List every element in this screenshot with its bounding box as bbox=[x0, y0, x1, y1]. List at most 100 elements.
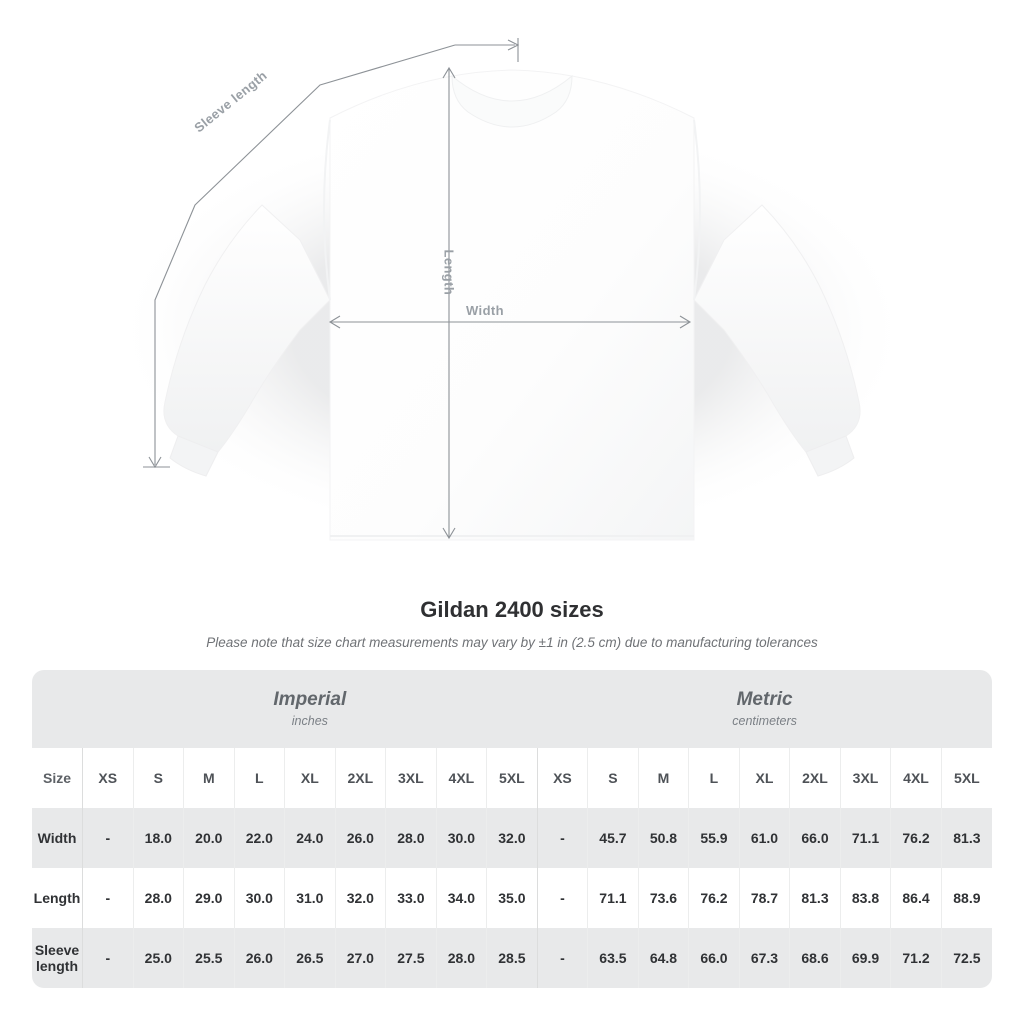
cell-width-metric-5xl: 81.3 bbox=[940, 808, 992, 868]
cell-sleeve-length-metric-3xl: 69.9 bbox=[839, 928, 891, 988]
title-block: Gildan 2400 sizes Please note that size … bbox=[0, 596, 1024, 651]
cell-length-imperial-3xl: 33.0 bbox=[385, 868, 437, 928]
size-header-cell-metric-xs: XS bbox=[536, 748, 588, 808]
cell-length-imperial-s: 28.0 bbox=[132, 868, 184, 928]
cell-sleeve-length-imperial-3xl: 27.5 bbox=[385, 928, 437, 988]
collar bbox=[451, 74, 573, 128]
cell-sleeve-length-imperial-4xl: 28.0 bbox=[435, 928, 487, 988]
unit-measure-name: inches bbox=[291, 714, 328, 728]
cell-sleeve-length-metric-xs: - bbox=[536, 928, 588, 988]
size-header-cell-metric-s: S bbox=[587, 748, 639, 808]
cell-length-imperial-4xl: 34.0 bbox=[435, 868, 487, 928]
cell-width-imperial-5xl: 32.0 bbox=[486, 808, 538, 868]
length-arrow-bottom bbox=[442, 527, 456, 540]
cell-width-imperial-4xl: 30.0 bbox=[435, 808, 487, 868]
cell-length-metric-m: 73.6 bbox=[637, 868, 689, 928]
size-header-cell-imperial-l: L bbox=[233, 748, 285, 808]
cell-width-metric-m: 50.8 bbox=[637, 808, 689, 868]
size-header-cell-metric-4xl: 4XL bbox=[890, 748, 942, 808]
right-shoulder-seam bbox=[693, 119, 701, 301]
cell-sleeve-length-imperial-s: 25.0 bbox=[132, 928, 184, 988]
cell-width-imperial-m: 20.0 bbox=[183, 808, 235, 868]
cell-sleeve-length-metric-s: 63.5 bbox=[587, 928, 639, 988]
size-chart-table: Imperial inches Metric centimeters Size XS S M L… bbox=[32, 670, 992, 988]
unit-header-metric: Metric centimeters bbox=[537, 670, 992, 748]
cell-sleeve-length-metric-2xl: 68.6 bbox=[789, 928, 841, 988]
unit-header-imperial: Imperial inches bbox=[82, 670, 538, 748]
cell-length-metric-l: 76.2 bbox=[688, 868, 740, 928]
cell-length-metric-4xl: 86.4 bbox=[890, 868, 942, 928]
size-header-cell-imperial-xs: XS bbox=[82, 748, 134, 808]
cell-length-metric-xs: - bbox=[536, 868, 588, 928]
size-chart-table-wrapper: Imperial inches Metric centimeters Size XS S M L… bbox=[32, 670, 992, 988]
size-header-row: Size XS S M L XL 2XL 3XL 4XL 5XL XS S M L XL 2XL 3XL 4XL 5… bbox=[32, 748, 992, 808]
measurement-label-width: Width bbox=[32, 808, 83, 868]
cell-length-imperial-xl: 31.0 bbox=[284, 868, 336, 928]
cell-width-imperial-3xl: 28.0 bbox=[385, 808, 437, 868]
size-header-cell-imperial-3xl: 3XL bbox=[385, 748, 437, 808]
left-sleeve bbox=[163, 204, 331, 453]
tolerance-note: Please note that size chart measurements… bbox=[206, 635, 818, 650]
cell-width-metric-s: 45.7 bbox=[587, 808, 639, 868]
cell-sleeve-length-metric-xl: 67.3 bbox=[738, 928, 790, 988]
unit-header-corner bbox=[32, 670, 83, 748]
table-row: Width -18.0 20.0 22.0 24.0 26.0 28.0 30.0 32.0-4… bbox=[32, 808, 992, 868]
cell-sleeve-length-imperial-m: 25.5 bbox=[183, 928, 235, 988]
left-cuff bbox=[169, 435, 219, 477]
cell-length-imperial-m: 29.0 bbox=[183, 868, 235, 928]
sleeve-length-guide bbox=[154, 44, 515, 465]
cell-length-metric-5xl: 88.9 bbox=[940, 868, 992, 928]
size-header-cell-imperial-4xl: 4XL bbox=[435, 748, 487, 808]
cell-length-metric-2xl: 81.3 bbox=[789, 868, 841, 928]
unit-system-name: Imperial bbox=[273, 689, 347, 710]
cell-sleeve-length-imperial-xs: - bbox=[82, 928, 134, 988]
garment-illustration bbox=[112, 38, 912, 545]
size-header-cell-imperial-2xl: 2XL bbox=[334, 748, 386, 808]
cell-length-metric-3xl: 83.8 bbox=[839, 868, 891, 928]
size-header-cell-metric-5xl: 5XL bbox=[940, 748, 992, 808]
cell-sleeve-length-imperial-2xl: 27.0 bbox=[334, 928, 386, 988]
size-header-cell-imperial-xl: XL bbox=[284, 748, 336, 808]
cell-sleeve-length-metric-m: 64.8 bbox=[637, 928, 689, 988]
unit-system-name: Metric bbox=[736, 689, 793, 710]
garment-body bbox=[329, 69, 695, 541]
garment-diagram: Sleeve length Length Width bbox=[112, 38, 912, 545]
size-header-cell-imperial-s: S bbox=[132, 748, 184, 808]
size-header-cell-metric-3xl: 3XL bbox=[839, 748, 891, 808]
size-header-cell-imperial-m: M bbox=[183, 748, 235, 808]
cell-width-metric-4xl: 76.2 bbox=[890, 808, 942, 868]
width-arrow-right bbox=[679, 315, 692, 329]
cell-width-metric-2xl: 66.0 bbox=[789, 808, 841, 868]
cell-width-metric-3xl: 71.1 bbox=[839, 808, 891, 868]
cell-sleeve-length-imperial-l: 26.0 bbox=[233, 928, 285, 988]
unit-measure-name: centimeters bbox=[732, 714, 797, 728]
cell-length-imperial-2xl: 32.0 bbox=[334, 868, 386, 928]
right-cuff bbox=[805, 435, 855, 477]
cell-width-imperial-s: 18.0 bbox=[132, 808, 184, 868]
cell-width-imperial-xs: - bbox=[82, 808, 134, 868]
table-row: Length -28.0 29.0 30.0 31.0 32.0 33.0 34.0 35.0-… bbox=[32, 868, 992, 928]
cell-sleeve-length-metric-l: 66.0 bbox=[688, 928, 740, 988]
size-header-cell-metric-2xl: 2XL bbox=[789, 748, 841, 808]
cell-length-imperial-5xl: 35.0 bbox=[486, 868, 538, 928]
cell-sleeve-length-imperial-xl: 26.5 bbox=[284, 928, 336, 988]
cell-length-metric-s: 71.1 bbox=[587, 868, 639, 928]
size-header-cell-metric-l: L bbox=[688, 748, 740, 808]
cell-length-metric-xl: 78.7 bbox=[738, 868, 790, 928]
unit-header-row: Imperial inches Metric centimeters bbox=[32, 670, 992, 748]
cell-width-imperial-2xl: 26.0 bbox=[334, 808, 386, 868]
size-header-cell-metric-xl: XL bbox=[738, 748, 790, 808]
size-header-label: Size bbox=[32, 748, 83, 808]
cell-width-imperial-xl: 24.0 bbox=[284, 808, 336, 868]
cell-width-metric-xl: 61.0 bbox=[738, 808, 790, 868]
cell-length-imperial-xs: - bbox=[82, 868, 134, 928]
cell-length-imperial-l: 30.0 bbox=[233, 868, 285, 928]
cell-width-imperial-l: 22.0 bbox=[233, 808, 285, 868]
cell-width-metric-l: 55.9 bbox=[688, 808, 740, 868]
page-title: Gildan 2400 sizes bbox=[420, 597, 604, 622]
table-row: Sleeve length -25.0 25.5 26.0 26.5 27.0 27.5 28… bbox=[32, 928, 992, 988]
cell-sleeve-length-metric-5xl: 72.5 bbox=[940, 928, 992, 988]
left-shoulder-seam bbox=[323, 119, 331, 301]
cell-sleeve-length-imperial-5xl: 28.5 bbox=[486, 928, 538, 988]
cell-width-metric-xs: - bbox=[536, 808, 588, 868]
